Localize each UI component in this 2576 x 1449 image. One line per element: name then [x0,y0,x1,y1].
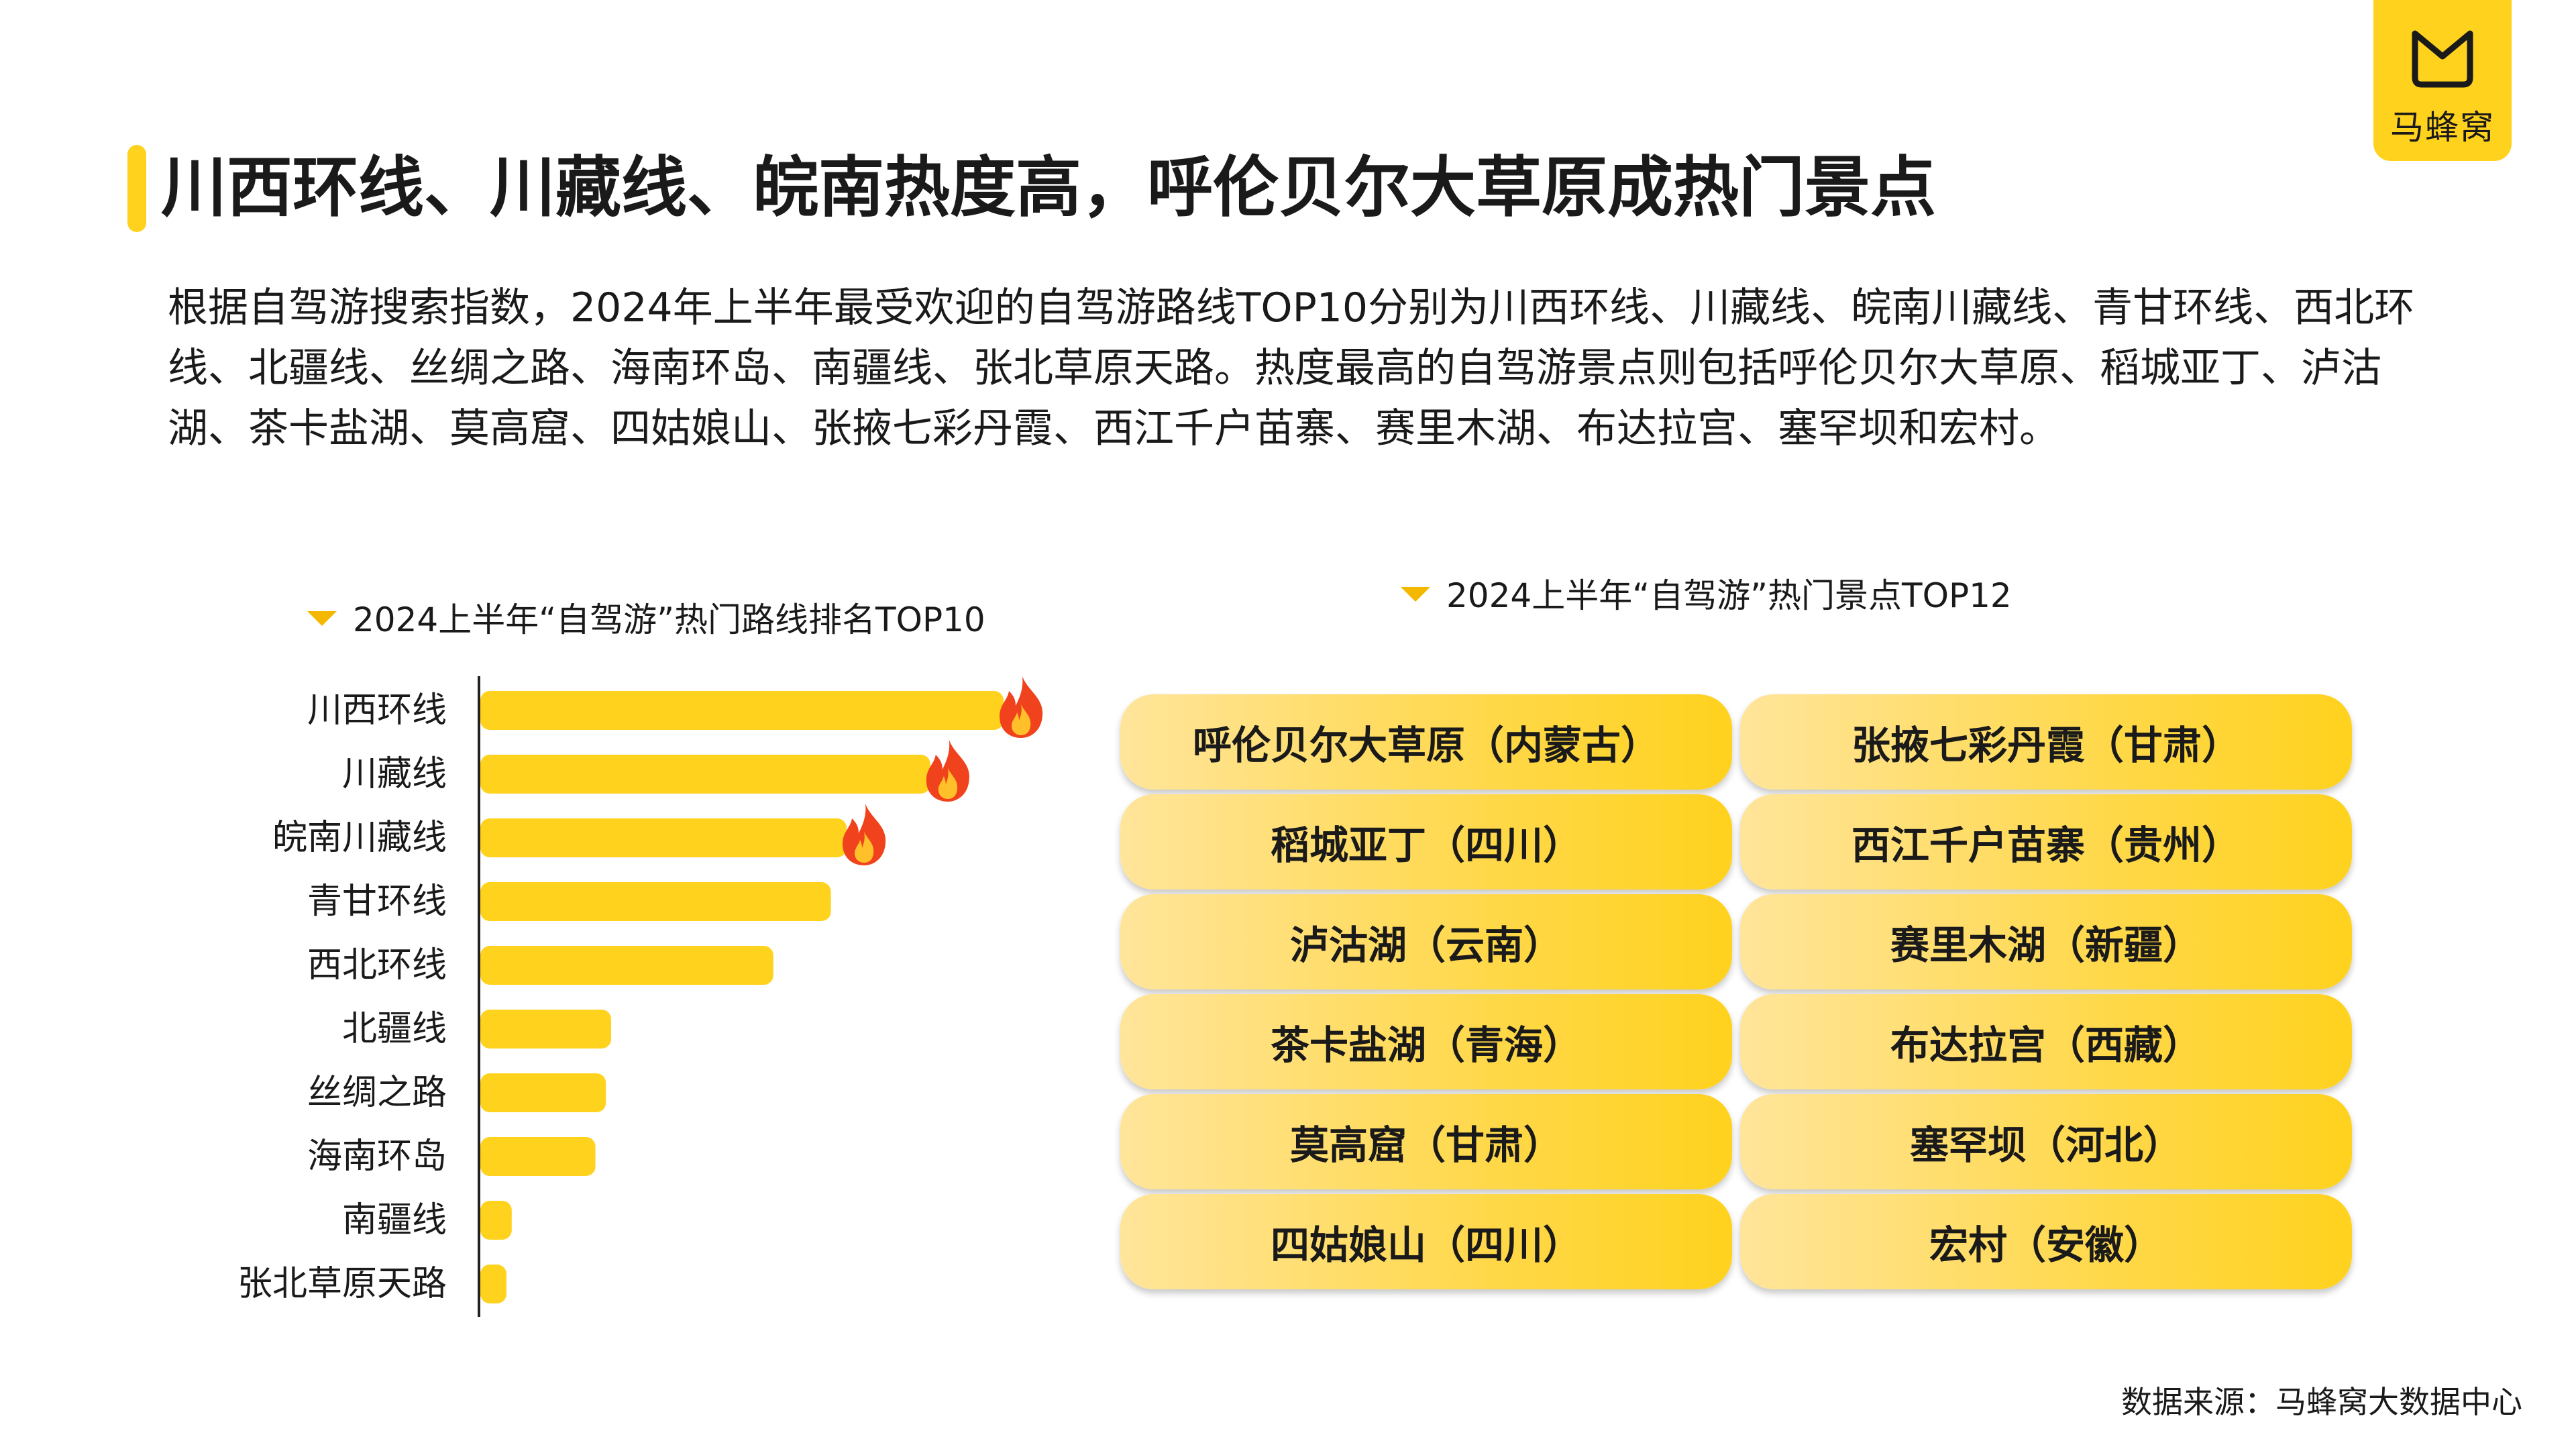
route-chart-title: 2024上半年“自驾游”热门路线排名TOP10 [353,600,985,639]
route-bar [480,1010,611,1049]
category-label: 南疆线 [342,1200,447,1240]
spot-pill: 莫高窟（甘肃） [1120,1094,1732,1189]
category-label: 皖南川藏线 [272,818,447,858]
category-label: 川藏线 [342,754,447,794]
spots-title: 2024上半年“自驾游”热门景点TOP12 [1446,576,2012,615]
route-bar [480,818,847,857]
category-label: 海南环岛 [307,1136,447,1177]
fire-icon [843,804,886,865]
route-bar [480,946,773,985]
route-bar [480,1265,506,1303]
route-bar [480,1201,512,1240]
mafengwo-logo: 马蜂窝 [2373,0,2512,161]
spot-pill: 茶卡盐湖（青海） [1120,994,1732,1089]
spot-pill: 赛里木湖（新疆） [1740,894,2352,989]
spot-pill: 泸沽湖（云南） [1120,894,1732,989]
category-label: 川西环线 [307,690,447,731]
route-bar [480,1137,596,1176]
category-label: 张北草原天路 [237,1264,447,1304]
route-bar [480,1073,606,1112]
spot-pill: 呼伦贝尔大草原（内蒙古） [1120,694,1732,790]
title-accent-bar [127,145,146,232]
page-title: 川西环线、川藏线、皖南热度高，呼伦贝尔大草原成热门景点 [161,150,1937,226]
spot-pill: 西江千户苗寨（贵州） [1740,794,2352,890]
route-bar [480,755,930,794]
hot-spots-grid: 呼伦贝尔大草原（内蒙古） 稻城亚丁（四川） 泸沽湖（云南） 茶卡盐湖（青海） 莫高窟（甘… [1120,694,2361,1298]
spot-pill: 布达拉宫（西藏） [1740,994,2352,1089]
m-logo-icon [2412,30,2473,88]
category-label: 西北环线 [307,945,447,985]
spot-pill: 宏村（安徽） [1740,1194,2352,1289]
triangle-bullet-icon [1401,586,1430,602]
logo-text: 马蜂窝 [2390,108,2495,147]
category-label: 北疆线 [342,1009,447,1049]
category-label: 青甘环线 [307,881,447,922]
spots-title-row: 2024上半年“自驾游”热门景点TOP12 [1401,569,2012,617]
route-bar [480,882,831,921]
route-bar [480,691,1004,730]
spot-pill: 张掖七彩丹霞（甘肃） [1740,694,2352,790]
spot-pill: 稻城亚丁（四川） [1120,794,1732,890]
category-label: 丝绸之路 [307,1073,447,1113]
data-source: 数据来源：马蜂窝大数据中心 [2121,1384,2522,1420]
fire-icon [926,740,969,802]
spot-pill: 四姑娘山（四川） [1120,1194,1732,1289]
spot-pill: 塞罕坝（河北） [1740,1094,2352,1189]
summary-paragraph: 根据自驾游搜索指数，2024年上半年最受欢迎的自驾游路线TOP10分别为川西环线… [168,284,2415,452]
triangle-bullet-icon [307,610,337,626]
route-chart-title-row: 2024上半年“自驾游”热门路线排名TOP10 [307,593,985,641]
fire-icon [1000,676,1043,738]
